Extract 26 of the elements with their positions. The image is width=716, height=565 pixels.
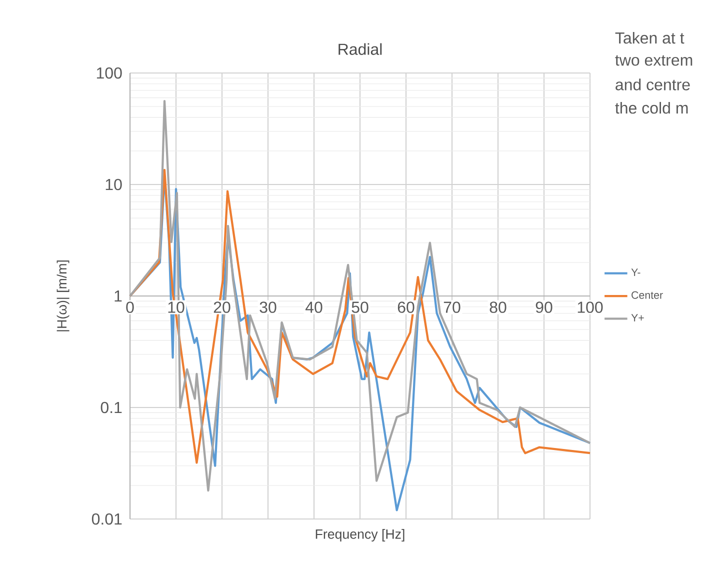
legend-label: Y+ bbox=[631, 314, 644, 322]
x-tick-label: 30 bbox=[260, 302, 276, 313]
text: two extrem bbox=[615, 55, 692, 66]
chart-title: Radial bbox=[338, 43, 382, 55]
legend-label: Center bbox=[632, 291, 663, 299]
x-tick-label: 80 bbox=[490, 302, 506, 313]
text: and centre bbox=[616, 78, 690, 90]
y-tick-label: 0.1 bbox=[100, 402, 122, 414]
x-tick-label: 50 bbox=[352, 302, 368, 313]
x-tick-label: 40 bbox=[305, 302, 322, 313]
x-tick-label: 90 bbox=[536, 302, 552, 313]
x-tick-label: 20 bbox=[214, 302, 230, 313]
x-tick-label: 70 bbox=[444, 302, 460, 313]
x-tick-label: 0 bbox=[126, 302, 134, 313]
x-axis-title: Frequency [Hz] bbox=[316, 529, 404, 542]
x-tick-label: 10 bbox=[168, 302, 184, 313]
x-tick-label: 60 bbox=[398, 302, 414, 313]
y-tick-label: 100 bbox=[96, 67, 122, 79]
legend-label: Y- bbox=[631, 268, 640, 276]
y-axis-title: |H(ω)| [m/m] bbox=[56, 260, 70, 332]
x-tick-label: 100 bbox=[578, 302, 603, 313]
text: the cold m bbox=[615, 102, 688, 114]
y-tick-label: 1 bbox=[114, 290, 122, 302]
y-tick-label: 10 bbox=[106, 178, 122, 190]
text: Taken at t bbox=[615, 32, 684, 44]
y-tick-label: 0.01 bbox=[92, 513, 122, 525]
